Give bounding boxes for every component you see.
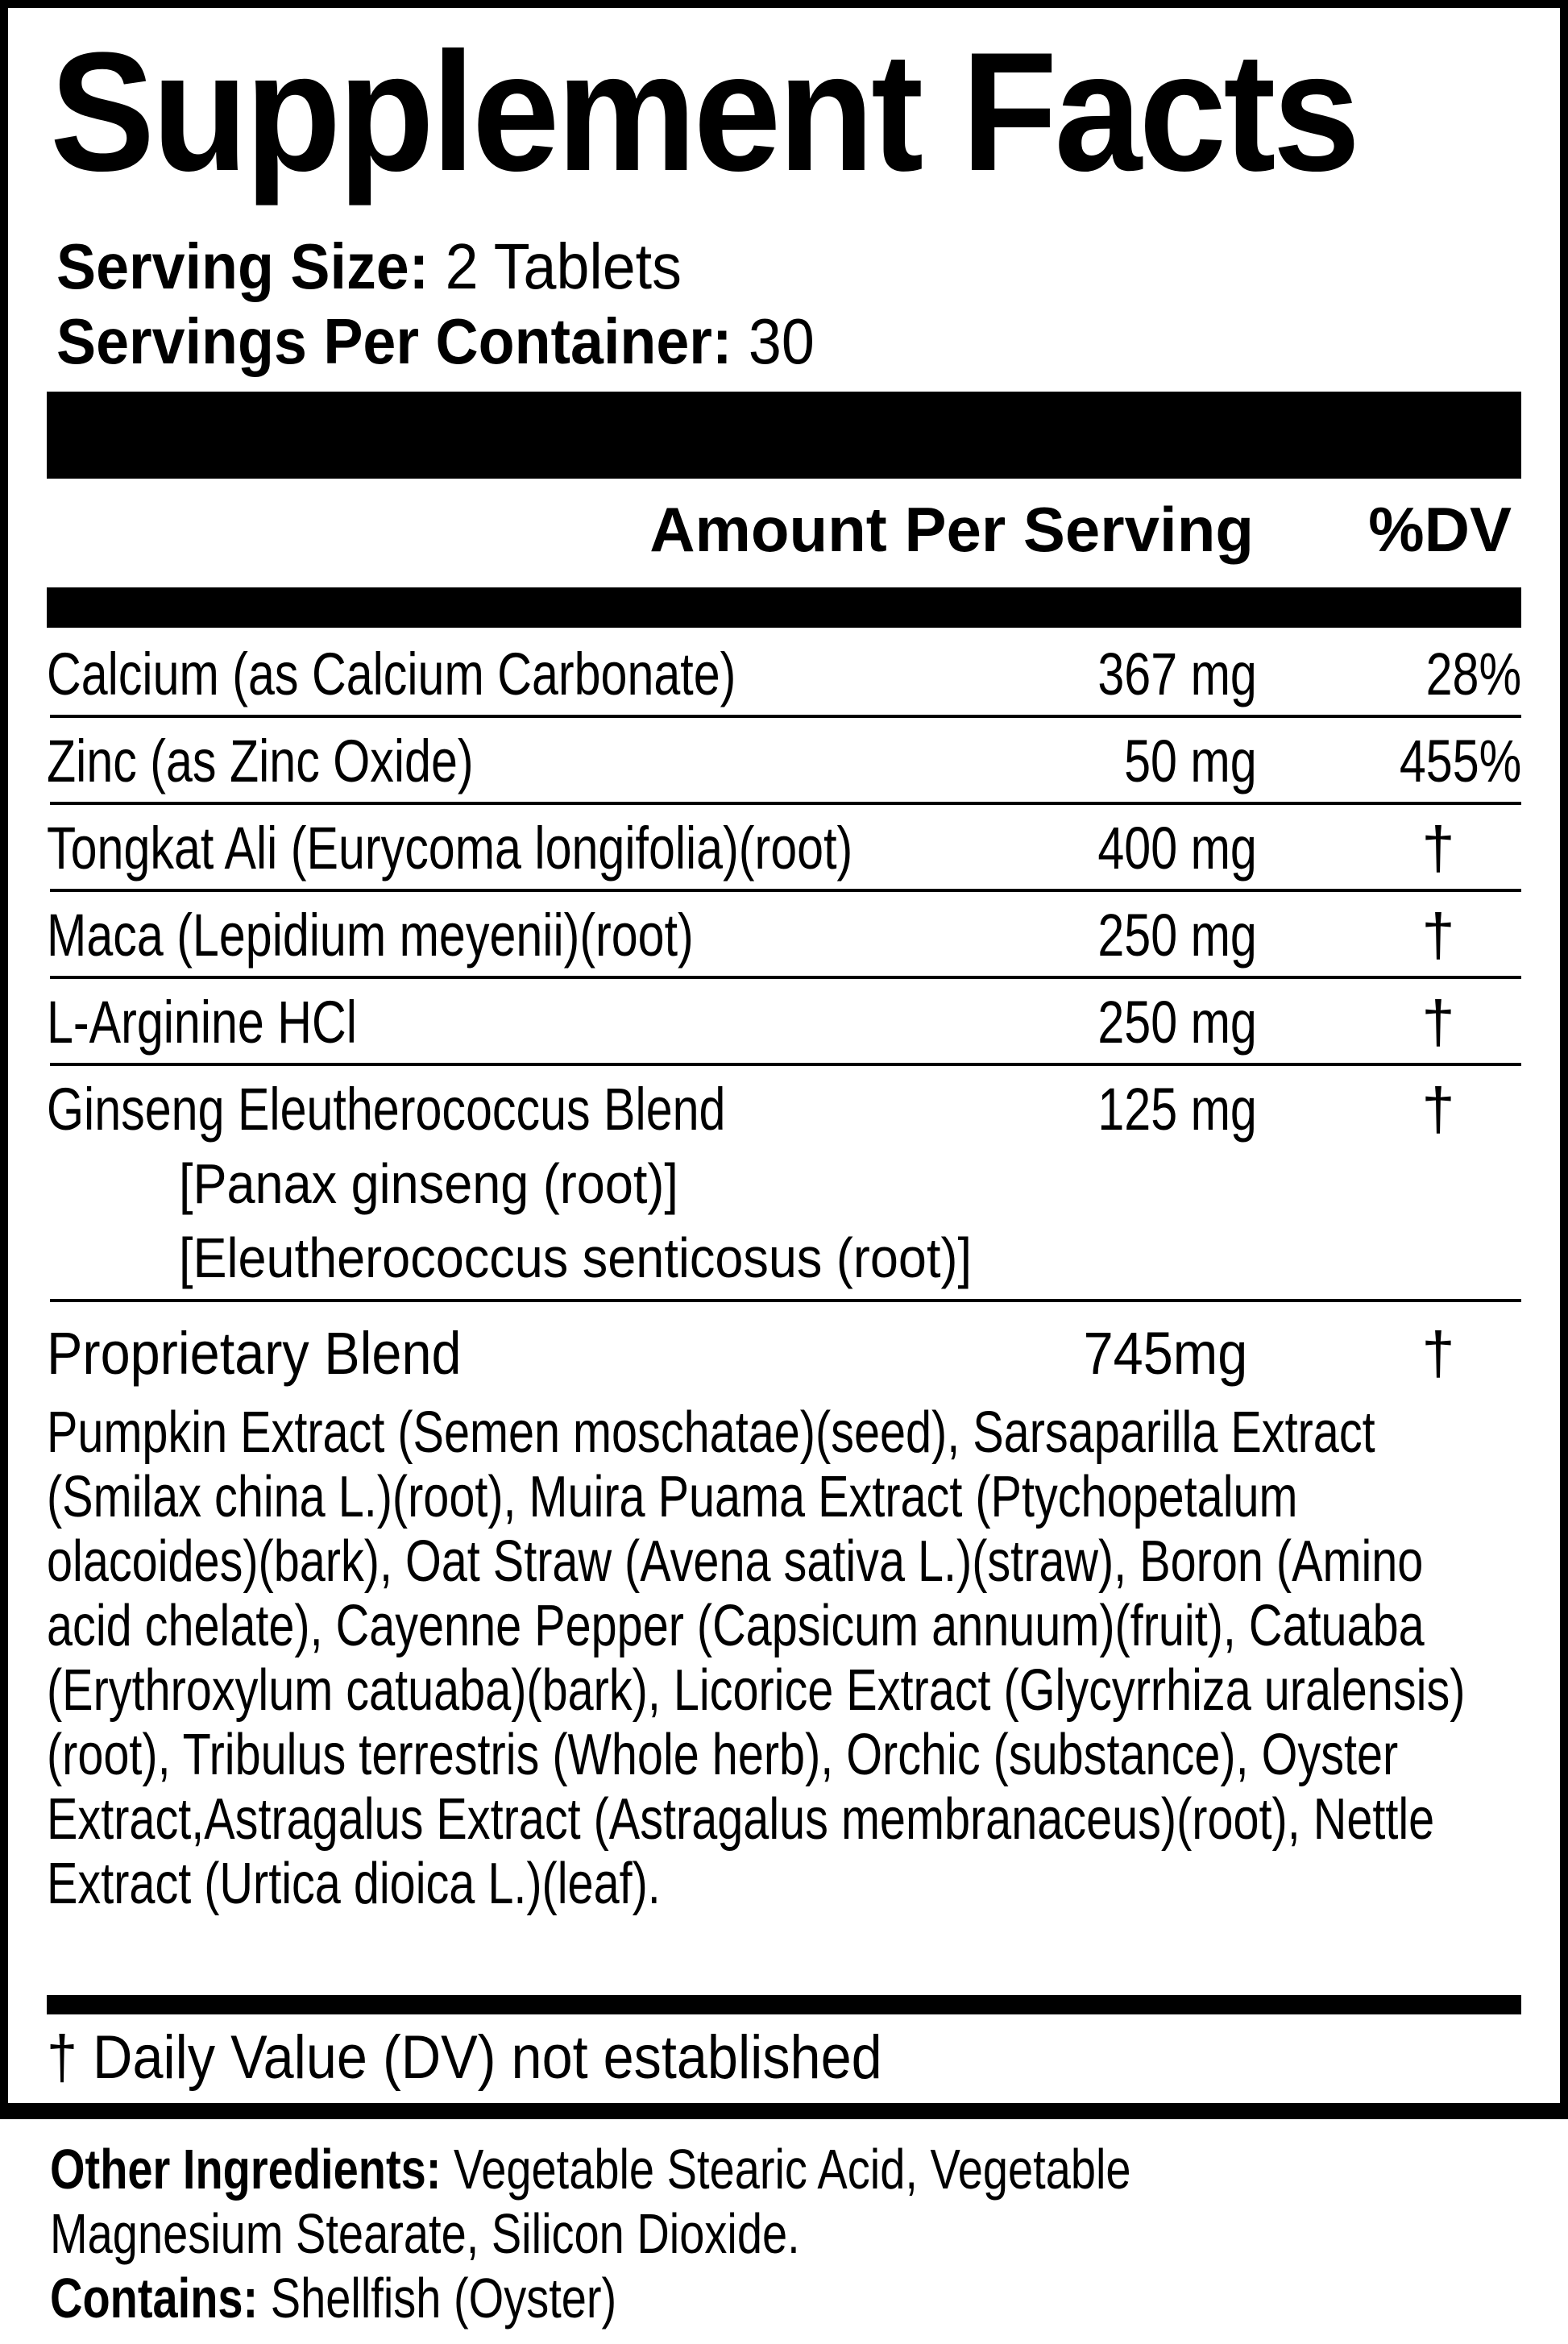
servings-per-container: Servings Per Container: 30 (56, 305, 815, 379)
nutrient-amount: 250 mg (1097, 902, 1257, 969)
nutrient-dv: 455% (1399, 728, 1521, 794)
row-divider (50, 1299, 1521, 1302)
nutrient-sub-ingredient: [Panax ginseng (root)] (179, 1152, 678, 1215)
other-ingredients-label: Other Ingredients: (50, 2138, 442, 2201)
panel-title: Supplement Facts (50, 17, 1360, 206)
nutrient-name: Zinc (as Zinc Oxide) (47, 728, 474, 794)
nutrient-dv: † (1421, 1076, 1455, 1143)
contains-label: Contains: (50, 2267, 259, 2329)
proprietary-blend-name: Proprietary Blend (47, 1320, 462, 1387)
nutrient-amount: 250 mg (1097, 989, 1257, 1056)
dv-header: %DV (1368, 494, 1512, 565)
serving-size-label: Serving Size: (56, 230, 429, 302)
nutrient-name: Calcium (as Calcium Carbonate) (47, 641, 736, 707)
medium-divider (47, 587, 1521, 628)
row-divider (50, 889, 1521, 892)
nutrient-dv: † (1421, 815, 1455, 882)
other-ingredients: Other Ingredients: Vegetable Stearic Aci… (50, 2137, 1339, 2330)
amount-per-serving-header: Amount Per Serving (649, 494, 1254, 565)
nutrient-dv: 28% (1425, 641, 1521, 707)
row-divider (50, 1063, 1521, 1066)
proprietary-blend-dv: † (1421, 1320, 1455, 1387)
serving-size-value: 2 Tablets (445, 230, 682, 302)
thick-divider (47, 392, 1521, 479)
nutrient-name: L-Arginine HCl (47, 989, 357, 1056)
nutrient-name: Ginseng Eleutherococcus Blend (47, 1076, 726, 1143)
nutrient-amount: 125 mg (1097, 1076, 1257, 1143)
row-divider (50, 715, 1521, 718)
nutrient-sub-ingredient: [Eleutherococcus senticosus (root)] (179, 1226, 972, 1289)
row-divider (50, 976, 1521, 979)
supplement-facts-panel (0, 0, 1568, 2119)
dv-footnote: † Daily Value (DV) not established (47, 2023, 882, 2092)
nutrient-amount: 400 mg (1097, 815, 1257, 882)
servings-per-container-label: Servings Per Container: (56, 305, 732, 377)
nutrient-name: Tongkat Ali (Eurycoma longifolia)(root) (47, 815, 853, 882)
thick-divider-bottom (47, 1995, 1521, 2014)
row-divider (50, 802, 1521, 805)
proprietary-blend-amount: 745mg (1083, 1320, 1247, 1387)
proprietary-blend-ingredients: Pumpkin Extract (Semen moschatae)(seed),… (47, 1400, 1466, 1916)
nutrient-amount: 50 mg (1124, 728, 1257, 794)
contains-value: Shellfish (Oyster) (270, 2267, 617, 2329)
nutrient-name: Maca (Lepidium meyenii)(root) (47, 902, 694, 969)
nutrient-dv: † (1421, 989, 1455, 1056)
other-ingredients-value: Vegetable Stearic Acid, Vegetable Magnes… (50, 2138, 1131, 2265)
nutrient-dv: † (1421, 902, 1455, 969)
servings-per-container-value: 30 (748, 305, 815, 377)
serving-size: Serving Size: 2 Tablets (56, 230, 682, 304)
nutrient-amount: 367 mg (1097, 641, 1257, 707)
